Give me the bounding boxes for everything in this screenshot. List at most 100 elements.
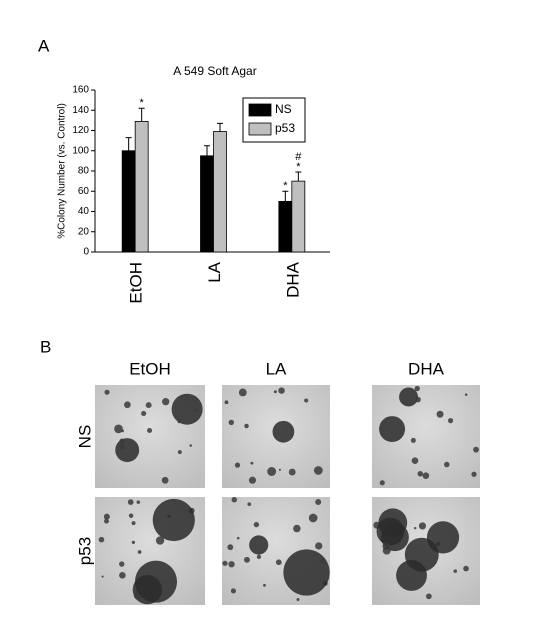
annotation: * <box>140 97 145 109</box>
colony <box>189 444 192 447</box>
colony <box>418 522 427 530</box>
colony <box>228 419 234 426</box>
colony <box>426 593 432 600</box>
x-tick-label: DHA <box>283 261 302 298</box>
annotation: * <box>283 180 288 192</box>
colony <box>101 575 104 578</box>
colony <box>293 524 301 533</box>
colony <box>131 540 135 544</box>
error-bar <box>282 190 289 202</box>
panel-label: B <box>40 337 51 356</box>
bar <box>121 150 136 253</box>
y-tick-label: 80 <box>78 166 90 177</box>
error-bar <box>138 107 145 122</box>
legend-swatch <box>248 122 272 136</box>
colony <box>275 559 282 566</box>
colony <box>404 537 439 572</box>
bar <box>291 180 306 253</box>
y-tick-label: 140 <box>72 105 89 116</box>
micrographs: EtOH LA DHA NS p53 <box>75 359 480 605</box>
colony <box>471 471 477 477</box>
colony <box>463 565 469 572</box>
y-tick-label: 40 <box>78 206 90 217</box>
colony <box>313 466 323 475</box>
colony <box>320 558 325 563</box>
error-bar <box>125 137 132 151</box>
colony <box>267 467 277 476</box>
colony <box>249 535 269 555</box>
colony <box>263 583 266 587</box>
legend-label: p53 <box>275 121 295 135</box>
colony <box>171 393 203 425</box>
annotation: * <box>296 161 301 173</box>
y-tick-label: 20 <box>78 226 90 237</box>
colony <box>128 513 134 518</box>
colony <box>177 420 181 424</box>
colony <box>278 468 282 471</box>
colony <box>114 424 123 434</box>
colony <box>315 542 323 550</box>
chart-title: A 549 Soft Agar <box>173 64 256 78</box>
colony <box>308 513 318 523</box>
colony <box>152 498 195 542</box>
colony <box>244 423 249 429</box>
colony <box>278 387 285 394</box>
colony <box>119 572 126 579</box>
colony <box>436 410 444 418</box>
colony <box>119 443 126 450</box>
colony <box>147 427 153 434</box>
colony <box>417 471 424 477</box>
colony <box>103 513 110 520</box>
colony <box>234 462 241 468</box>
row-label: p53 <box>75 537 94 565</box>
y-tick-label: 0 <box>83 247 89 258</box>
y-tick-label: 100 <box>72 145 89 156</box>
y-tick-label: 60 <box>78 186 90 197</box>
colony <box>296 598 300 601</box>
colony <box>141 410 147 416</box>
legend-label: NS <box>275 102 292 116</box>
annotation: # <box>295 151 302 163</box>
bar <box>278 200 293 253</box>
colony <box>399 387 419 407</box>
error-bar <box>204 145 210 156</box>
colony <box>256 554 262 560</box>
colony <box>253 521 260 528</box>
colony <box>194 408 198 412</box>
colony <box>315 498 322 505</box>
colony <box>283 549 330 596</box>
legend-swatch <box>248 103 272 117</box>
colony <box>131 521 136 526</box>
colony <box>410 437 416 443</box>
colony <box>250 461 254 465</box>
colony <box>272 420 295 443</box>
colony <box>231 497 237 503</box>
column-label: DHA <box>408 359 445 378</box>
colony <box>411 457 419 464</box>
y-tick-label: 120 <box>72 125 89 136</box>
colony <box>222 560 228 566</box>
colony <box>98 536 105 543</box>
bar <box>134 120 149 253</box>
colony <box>236 536 240 540</box>
colony <box>248 476 257 484</box>
colony <box>238 388 247 397</box>
colony <box>304 398 309 403</box>
panel-label: A <box>38 36 50 55</box>
colony <box>104 518 109 524</box>
bar <box>200 155 214 253</box>
y-axis-label: %Colony Number (vs. Control) <box>57 103 68 239</box>
x-tick-label: LA <box>205 261 224 282</box>
colony <box>145 402 152 409</box>
colony <box>115 438 140 463</box>
colony <box>134 560 178 603</box>
colony <box>161 476 169 484</box>
colony <box>444 461 450 468</box>
colony <box>119 561 125 567</box>
colony <box>422 472 430 479</box>
bar <box>213 131 227 253</box>
x-tick-label: EtOH <box>127 262 146 304</box>
colony <box>177 450 182 455</box>
colony <box>447 418 454 424</box>
